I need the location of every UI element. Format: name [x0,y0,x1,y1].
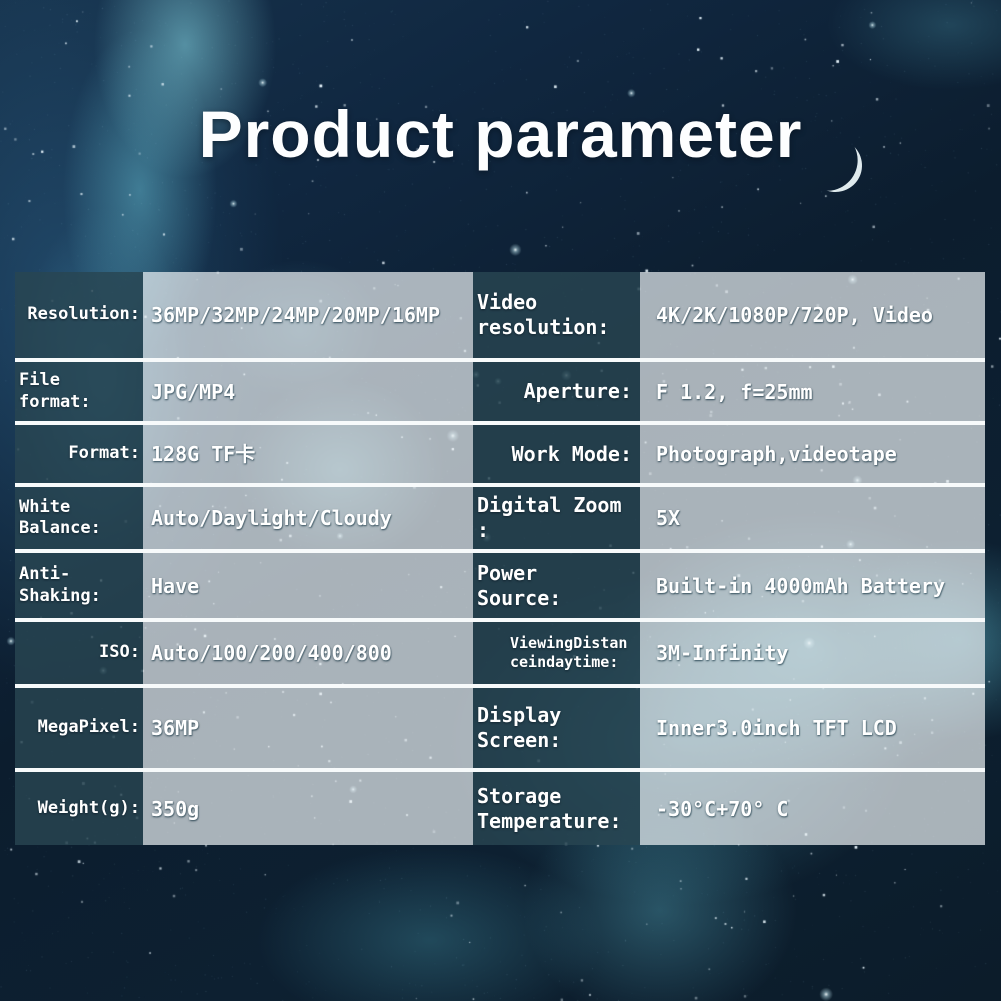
spec-label: Storage Temperature: [477,783,622,833]
spec-table-left: Resolution: 36MP/32MP/24MP/20MP/16MP File … [15,272,473,845]
spec-label-cell: Format: [15,425,143,483]
spec-value: JPG/MP4 [151,379,236,404]
spec-value: 5X [656,506,681,530]
spec-value-cell: 128G TF卡 [143,425,473,483]
spec-table-right: Video resolution: 4K/2K/1080P/720P, Video… [473,272,985,845]
spec-value: 128G TF卡 [151,442,256,466]
spec-value-cell: JPG/MP4 [143,362,473,421]
row-divider [15,358,473,362]
spec-label: ViewingDistanceindaytime: [510,633,628,672]
spec-value: F 1.2, f=25mm [656,379,813,404]
row-divider [473,549,985,553]
spec-value: Auto/100/200/400/800 [151,641,392,665]
spec-label-cell: Aperture: [473,362,640,421]
spec-value: 350g [151,796,200,821]
spec-value-cell: 5X [640,487,985,549]
spec-label: Aperture: [523,379,632,403]
spec-label: File format: [19,370,91,412]
spec-label-cell: ISO: [15,622,143,684]
spec-value: -30°C+70° C [656,796,789,821]
spec-label: ISO: [99,642,140,663]
spec-label: Format: [68,443,140,464]
spec-value-cell: Inner3.0inch TFT LCD [640,688,985,768]
spec-value: Inner3.0inch TFT LCD [656,716,897,740]
spec-value-cell: 4K/2K/1080P/720P, Video [640,272,985,358]
row-divider [15,618,473,622]
spec-label-cell: Storage Temperature: [473,772,640,845]
spec-label-cell: ViewingDistanceindaytime: [473,622,640,684]
row-divider [15,421,473,425]
spec-label: Video resolution: [477,290,610,339]
row-divider [473,358,985,362]
spec-label-cell: Display Screen: [473,688,640,768]
spec-label-cell: Work Mode: [473,425,640,483]
spec-value-cell: -30°C+70° C [640,772,985,845]
spec-label: Digital Zoom : [477,493,622,542]
spec-label: Resolution: [27,304,140,325]
spec-label-cell: Anti-Shaking: [15,553,143,618]
spec-label-cell: Video resolution: [473,272,640,358]
spec-value-cell: Have [143,553,473,618]
spec-label-cell: Resolution: [15,272,143,358]
row-divider [15,483,473,487]
spec-value: Have [151,573,200,598]
spec-label: MegaPixel: [37,717,140,738]
spec-label: Display Screen: [477,703,562,752]
spec-label: Weight(g): [37,797,140,818]
spec-label: Anti-Shaking: [19,564,101,606]
spec-label-cell: MegaPixel: [15,688,143,768]
spec-label: Power Source: [477,560,562,610]
spec-value: 4K/2K/1080P/720P, Video [656,303,933,327]
row-divider [473,684,985,688]
page-title: Product parameter [198,97,803,171]
spec-value-cell: Auto/100/200/400/800 [143,622,473,684]
spec-label-cell: Weight(g): [15,772,143,845]
spec-value-cell: F 1.2, f=25mm [640,362,985,421]
row-divider [473,483,985,487]
spec-label-cell: Power Source: [473,553,640,618]
spec-value-cell: Photograph,videotape [640,425,985,483]
spec-value-cell: 36MP/32MP/24MP/20MP/16MP [143,272,473,358]
spec-value: Auto/Daylight/Cloudy [151,506,392,530]
row-divider [473,768,985,772]
spec-value-cell: 36MP [143,688,473,768]
spec-value: 36MP/32MP/24MP/20MP/16MP [151,303,440,327]
spec-value: 3M-Infinity [656,641,789,665]
spec-value-cell: 350g [143,772,473,845]
row-divider [15,684,473,688]
spec-label: Work Mode: [511,441,632,466]
spec-label-cell: File format: [15,362,143,421]
spec-label-cell: White Balance: [15,487,143,549]
row-divider [473,618,985,622]
spec-value-cell: Auto/Daylight/Cloudy [143,487,473,549]
spec-value-cell: 3M-Infinity [640,622,985,684]
spec-value: Photograph,videotape [656,442,897,466]
spec-label-cell: Digital Zoom : [473,487,640,549]
spec-label: White Balance: [19,496,101,538]
row-divider [473,421,985,425]
spec-value-cell: Built-in 4000mAh Battery [640,553,985,618]
spec-value: 36MP [151,716,200,740]
row-divider [15,549,473,553]
row-divider [15,768,473,772]
spec-value: Built-in 4000mAh Battery [656,573,945,598]
